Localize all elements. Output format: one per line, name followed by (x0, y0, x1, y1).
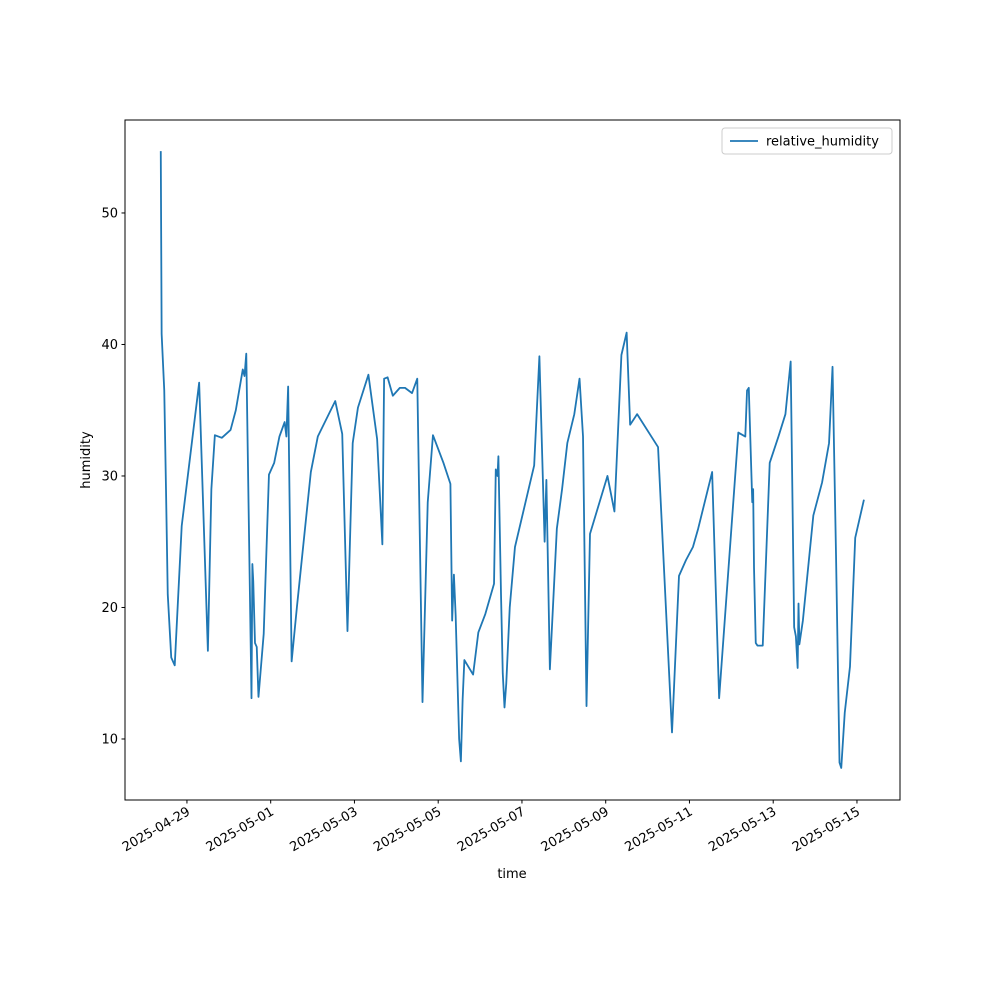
x-tick-label: 2025-05-09 (539, 804, 612, 855)
legend-label: relative_humidity (766, 135, 879, 150)
x-tick-label: 2025-04-29 (120, 804, 193, 855)
y-tick-label: 30 (101, 469, 118, 484)
y-tick-label: 20 (101, 601, 118, 616)
y-axis-label: humidity (79, 431, 94, 489)
x-tick-label: 2025-05-05 (371, 804, 444, 855)
x-tick-label: 2025-05-13 (706, 804, 779, 855)
legend-box (721, 127, 893, 155)
x-tick-label: 2025-05-07 (455, 804, 528, 855)
y-tick-label: 40 (101, 338, 118, 353)
data-line (159, 151, 865, 769)
x-tick-label: 2025-05-03 (288, 804, 361, 855)
x-tick-label: 2025-05-15 (790, 804, 863, 855)
x-tick-label: 2025-05-01 (204, 804, 277, 855)
y-tick-label: 50 (101, 206, 118, 221)
plot-frame (124, 119, 901, 801)
y-tick-label: 10 (101, 732, 118, 747)
x-tick-label: 2025-05-11 (623, 804, 696, 855)
x-axis-label: time (497, 867, 526, 882)
